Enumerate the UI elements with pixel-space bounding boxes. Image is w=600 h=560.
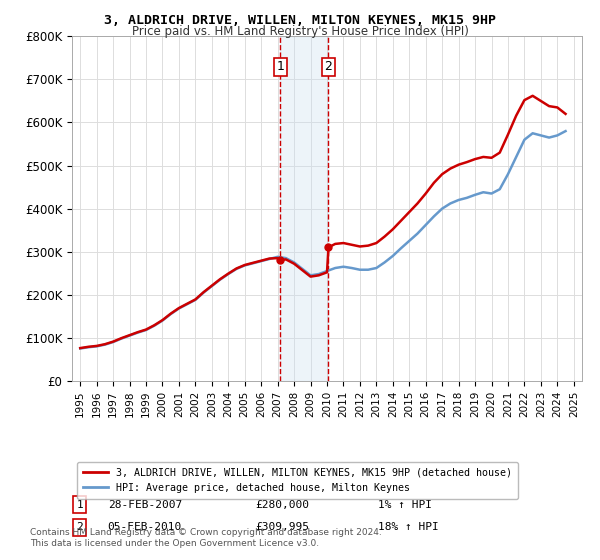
Text: 1% ↑ HPI: 1% ↑ HPI [378, 500, 432, 510]
Text: £309,995: £309,995 [256, 522, 310, 532]
Text: 18% ↑ HPI: 18% ↑ HPI [378, 522, 439, 532]
Bar [280, 36, 328, 381]
Text: 1: 1 [76, 500, 83, 510]
Text: Contains HM Land Registry data © Crown copyright and database right 2024.
This d: Contains HM Land Registry data © Crown c… [30, 528, 382, 548]
Text: £280,000: £280,000 [256, 500, 310, 510]
Text: Price paid vs. HM Land Registry's House Price Index (HPI): Price paid vs. HM Land Registry's House … [131, 25, 469, 38]
Text: 2: 2 [325, 60, 332, 73]
Text: 05-FEB-2010: 05-FEB-2010 [108, 522, 182, 532]
Text: 28-FEB-2007: 28-FEB-2007 [108, 500, 182, 510]
Text: 2: 2 [76, 522, 83, 532]
Legend: 3, ALDRICH DRIVE, WILLEN, MILTON KEYNES, MK15 9HP (detached house), HPI: Average: 3, ALDRICH DRIVE, WILLEN, MILTON KEYNES,… [77, 461, 518, 498]
Text: 1: 1 [276, 60, 284, 73]
Text: 3, ALDRICH DRIVE, WILLEN, MILTON KEYNES, MK15 9HP: 3, ALDRICH DRIVE, WILLEN, MILTON KEYNES,… [104, 14, 496, 27]
